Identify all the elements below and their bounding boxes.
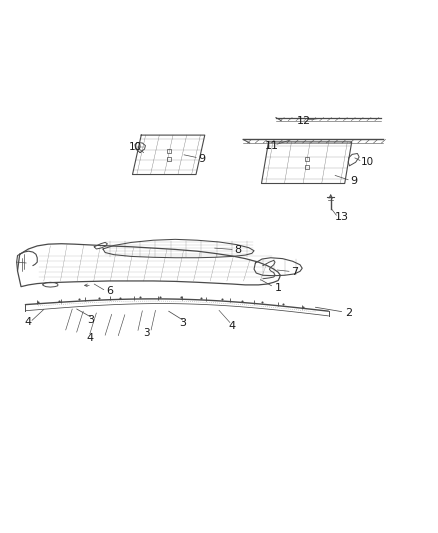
Text: 11: 11 [265,141,279,151]
Text: 4: 4 [86,333,93,343]
Text: 6: 6 [106,286,113,296]
Text: 10: 10 [128,142,141,152]
Text: 3: 3 [180,318,187,328]
Text: 4: 4 [229,321,236,330]
Text: 10: 10 [360,157,374,167]
Text: 4: 4 [24,317,31,327]
Text: 9: 9 [198,154,205,164]
Text: 9: 9 [350,176,357,186]
Text: 3: 3 [143,328,150,338]
Text: 1: 1 [275,282,282,293]
Text: 3: 3 [87,316,94,325]
Text: 8: 8 [234,245,241,255]
Text: 13: 13 [335,212,349,222]
Text: 2: 2 [345,308,352,318]
Text: 7: 7 [291,267,298,277]
Text: 12: 12 [297,116,311,126]
